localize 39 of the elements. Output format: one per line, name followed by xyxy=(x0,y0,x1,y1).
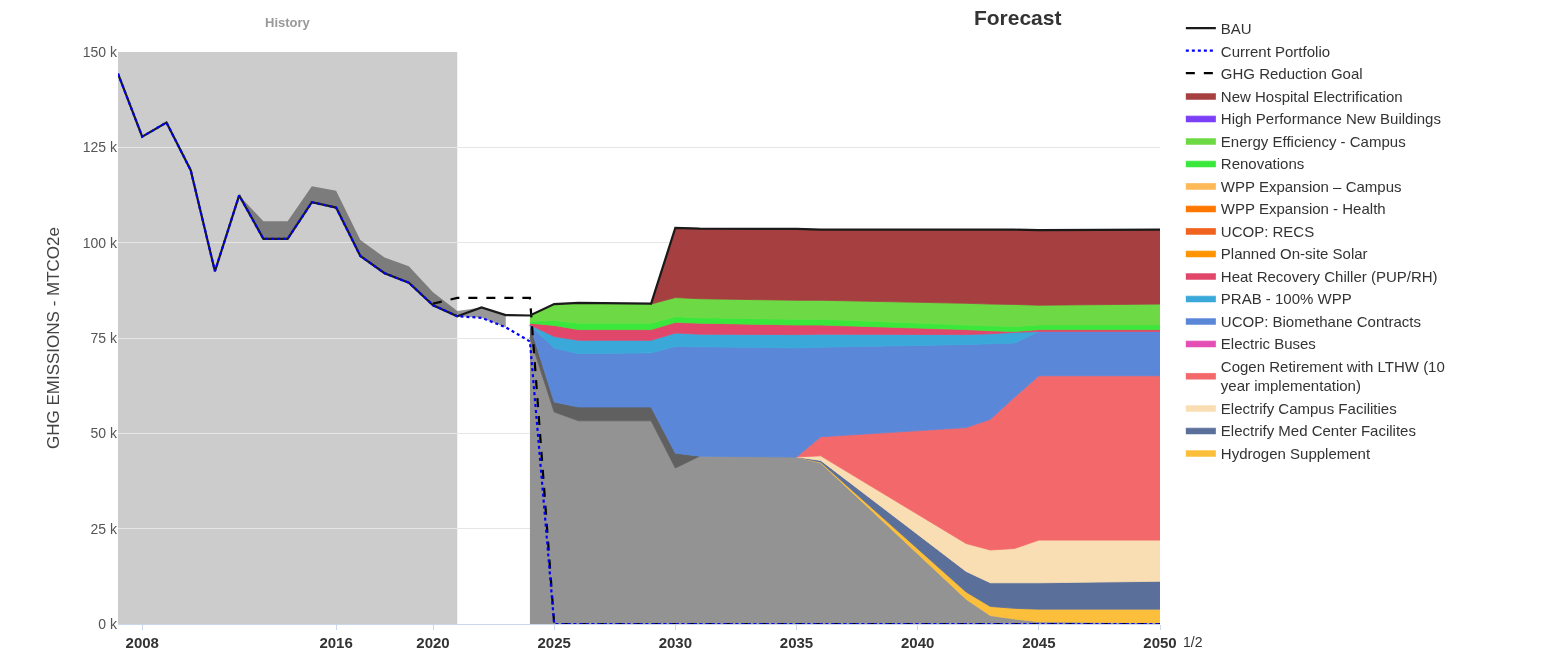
x-tick-label: 2008 xyxy=(125,634,159,651)
legend-label: WPP Expansion - Health xyxy=(1220,200,1386,218)
x-tick-label: 2030 xyxy=(658,634,693,651)
legend-label: High Performance New Buildings xyxy=(1220,110,1441,128)
x-tick-label: 2045 xyxy=(1022,634,1056,651)
chart-title: Forecast xyxy=(973,5,1062,29)
legend-label: Cogen Retirement with LTHW (10 year implementation) xyxy=(1220,357,1445,395)
x-tick-label: 2035 xyxy=(779,634,814,651)
legend-label: Hydrogen Supplement xyxy=(1220,444,1371,462)
legend-label: New Hospital Electrification xyxy=(1220,87,1403,105)
legend-label: Renovations xyxy=(1220,155,1305,173)
y-axis-title: GHG EMISSIONS - MTCO2e xyxy=(44,227,64,449)
text: 1/2 xyxy=(1183,634,1203,650)
x-tick-label: 2040 xyxy=(900,634,935,651)
legend-label: UCOP: Biomethane Contracts xyxy=(1220,312,1421,330)
legend-label: Electric Buses xyxy=(1220,335,1316,353)
legend-label: GHG Reduction Goal xyxy=(1220,65,1363,83)
legend-label: Energy Efficiency - Campus xyxy=(1220,132,1406,150)
legend-label: BAU xyxy=(1220,20,1252,38)
x-tick-label: 2016 xyxy=(319,634,353,651)
band-label: History xyxy=(265,15,311,30)
legend-label: UCOP: RECS xyxy=(1220,222,1315,240)
legend-label: Current Portfolio xyxy=(1220,42,1331,60)
legend-label: Electrify Med Center Facilites xyxy=(1220,422,1416,440)
y-tick-label: 0 k xyxy=(98,615,118,632)
legend-label: PRAB - 100% WPP xyxy=(1220,290,1352,308)
y-tick-label: 150 k xyxy=(82,43,118,60)
x-tick-label: 2020 xyxy=(416,634,450,651)
y-tick-label: 125 k xyxy=(82,139,118,156)
legend-label: Heat Recovery Chiller (PUP/RH) xyxy=(1220,267,1438,285)
y-tick-label: 100 k xyxy=(82,234,118,251)
legend-label: Electrify Campus Facilities xyxy=(1220,399,1397,417)
y-tick-label: 50 k xyxy=(90,425,118,442)
legend-label: WPP Expansion – Campus xyxy=(1220,177,1402,195)
legend-label: Planned On-site Solar xyxy=(1220,245,1368,263)
x-tick-label: 2025 xyxy=(537,634,571,651)
x-tick-label: 2050 xyxy=(1143,634,1177,651)
y-tick-label: 25 k xyxy=(90,520,118,537)
y-tick-label: 75 k xyxy=(90,329,118,346)
